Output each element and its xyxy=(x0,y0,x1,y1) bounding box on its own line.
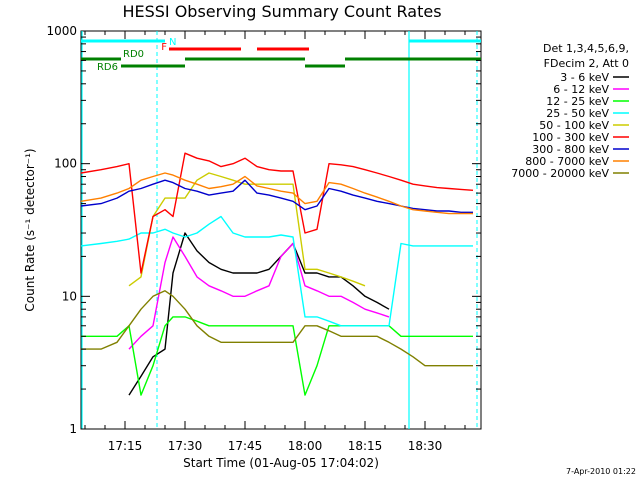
series-line-6-12-kev xyxy=(128,236,390,350)
series-line-800-7000-kev xyxy=(80,172,473,215)
series-line-3-6-kev xyxy=(128,232,390,396)
legend-label-6-12-kev: 6 - 12 keV xyxy=(553,83,609,96)
legend-label-25-50-kev: 25 - 50 keV xyxy=(546,107,609,120)
legend-header-line-2: FDecim 2, Att 0 xyxy=(544,57,629,70)
series-layer xyxy=(80,152,474,396)
vertical-markers xyxy=(81,31,478,429)
legend-label-800-7000-kev: 800 - 7000 keV xyxy=(525,155,609,168)
flag-label-rd0: RD0 xyxy=(123,49,144,60)
y-tick-label-0: 1 xyxy=(69,422,77,436)
y-tick-label-3: 1000 xyxy=(46,24,77,38)
x-tick-label-2: 17:45 xyxy=(228,439,263,453)
chart-title: HESSI Observing Summary Count Rates xyxy=(122,2,441,21)
x-tick-label-0: 17:15 xyxy=(108,439,143,453)
flag-label-rd6: RD6 xyxy=(97,62,118,73)
flag-label-f: F xyxy=(161,42,167,53)
legend-label-7000-20000-kev: 7000 - 20000 keV xyxy=(511,167,609,180)
series-line-100-300-kev xyxy=(80,152,474,274)
series-line-25-50-kev xyxy=(80,215,473,327)
series-line-300-800-kev xyxy=(80,179,473,213)
x-axis: 17:15 17:30 17:45 18:00 18:15 18:30 xyxy=(84,31,466,453)
y-axis-label: Count Rate (s⁻¹ detector⁻¹) xyxy=(23,148,37,311)
legend: Det 1,3,4,5,6,9, FDecim 2, Att 0 3 - 6 k… xyxy=(511,42,629,180)
series-line-12-25-kev xyxy=(81,316,473,396)
x-axis-label: Start Time (01-Aug-05 17:04:02) xyxy=(183,456,379,470)
x-tick-label-5: 18:30 xyxy=(408,439,443,453)
legend-label-300-800-kev: 300 - 800 keV xyxy=(532,143,609,156)
legend-label-12-25-kev: 12 - 25 keV xyxy=(546,95,609,108)
legend-label-50-100-kev: 50 - 100 keV xyxy=(539,119,609,132)
y-tick-label-1: 10 xyxy=(62,289,77,303)
legend-header-line-1: Det 1,3,4,5,6,9, xyxy=(543,42,629,55)
x-tick-label-3: 18:00 xyxy=(288,439,323,453)
plot-area xyxy=(80,30,482,430)
legend-label-3-6-kev: 3 - 6 keV xyxy=(560,71,609,84)
y-axis: 1 10 100 1000 xyxy=(46,24,481,436)
flag-bars: NF RD0 RD6 xyxy=(81,37,481,73)
x-tick-label-4: 18:15 xyxy=(348,439,383,453)
series-line-7000-20000-kev xyxy=(81,290,473,367)
plot-frame xyxy=(80,30,482,430)
legend-label-100-300-kev: 100 - 300 keV xyxy=(532,131,609,144)
series-line-50-100-kev xyxy=(128,172,366,287)
flag-label-n: N xyxy=(169,37,176,48)
x-tick-label-1: 17:30 xyxy=(168,439,203,453)
footer-timestamp: 7-Apr-2010 01:22 xyxy=(566,467,636,476)
y-tick-label-2: 100 xyxy=(54,157,77,171)
